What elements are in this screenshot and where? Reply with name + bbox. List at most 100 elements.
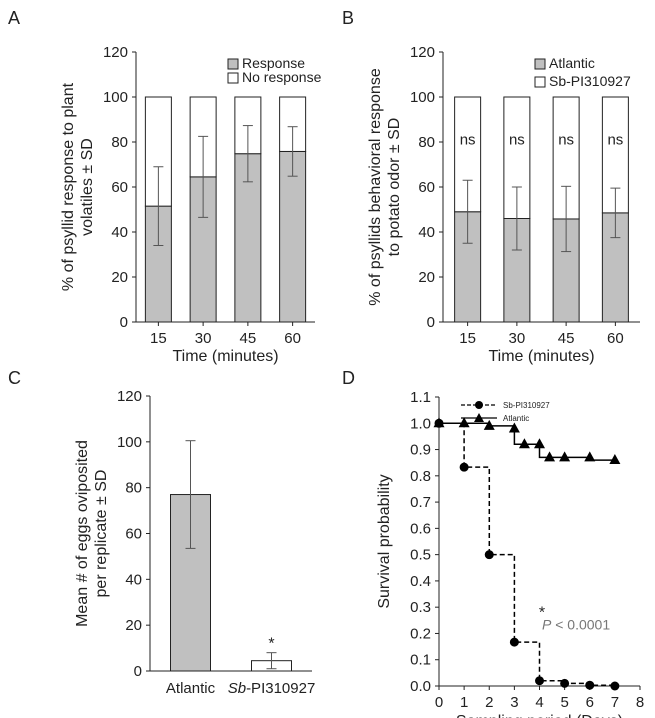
legend-label: No response	[242, 69, 322, 85]
y-tick-label: 60	[418, 179, 435, 196]
y-tick-label: 0.0	[410, 678, 431, 695]
p-value-italic: P	[542, 617, 552, 633]
x-axis-title: Sampling period (Days)	[456, 713, 623, 718]
y-tick-label: 0.4	[410, 573, 431, 590]
bar-no-response	[279, 96, 307, 152]
point-sb-pi310927	[560, 678, 570, 688]
y-tick-label: 120	[117, 388, 142, 405]
y-axis-title: Survival probability	[376, 474, 393, 608]
point-atlantic	[584, 451, 596, 462]
point-atlantic	[544, 451, 556, 462]
x-tick-label: 60	[607, 330, 624, 347]
legend-label: Response	[242, 55, 305, 71]
legend-label: Sb-PI310927	[503, 401, 550, 410]
y-tick-label: 40	[125, 571, 142, 588]
legend-swatch	[227, 58, 239, 70]
y-tick-label: 0.2	[410, 625, 431, 642]
panel-label-d: D	[342, 368, 355, 388]
y-tick-label: 120	[410, 44, 435, 61]
panel-label-b: B	[342, 8, 354, 28]
x-tick-label: 5	[560, 694, 568, 711]
x-tick-label: 15	[150, 330, 167, 347]
y-tick-label: 40	[111, 224, 128, 241]
x-tick-label: 6	[586, 694, 594, 711]
y-tick-label: 40	[418, 224, 435, 241]
y-tick-label: 80	[418, 134, 435, 151]
point-sb-pi310927	[509, 637, 519, 647]
x-tick-label-text: Atlantic	[166, 680, 216, 697]
point-atlantic	[518, 438, 530, 449]
p-value-text: P < 0.0001	[542, 617, 610, 633]
legend-swatch	[534, 76, 546, 88]
ns-annotation: ns	[607, 131, 623, 148]
y-tick-label: 0.6	[410, 520, 431, 537]
y-tick-label: 120	[103, 44, 128, 61]
x-tick-label-italic: Sb	[228, 680, 246, 697]
y-axis-title-line1: % of psyllid response to plant	[60, 82, 77, 291]
point-atlantic	[433, 417, 445, 428]
y-axis-title-line1: % of psyllids behavioral response	[367, 68, 384, 306]
panel-label-a: A	[8, 8, 20, 28]
legend-marker	[475, 401, 483, 409]
y-axis-title-line1: Mean # of eggs oviposited	[74, 440, 91, 627]
point-sb-pi310927	[535, 676, 544, 686]
y-tick-label: 20	[125, 617, 142, 634]
y-tick-label: 20	[418, 269, 435, 286]
chart-d-survival: 0.0 0.1 0.2 0.3 0.4 0.5 0.6 0.7 0.8 0.9 1.0 1.1 0 1 2 3…	[376, 389, 644, 718]
y-tick-label: 60	[125, 526, 142, 543]
x-axis-title: Time (minutes)	[172, 348, 278, 365]
y-tick-label: 20	[111, 269, 128, 286]
ns-annotation: ns	[558, 131, 574, 148]
ns-annotation: ns	[509, 131, 525, 148]
x-axis-title: Time (minutes)	[488, 348, 594, 365]
x-tick-label: 0	[435, 694, 443, 711]
significance-star: *	[539, 605, 545, 622]
significance-star: *	[268, 636, 274, 653]
y-tick-label: 0.3	[410, 599, 431, 616]
legend-label: Sb-PI310927	[549, 73, 631, 89]
y-tick-label: 1.1	[410, 389, 431, 406]
x-tick-label-text: -PI310927	[246, 680, 315, 697]
chart-a-psyllid-response: 0 20 40 60 80 100 120 15 30 45 60 Time (minutes) % o…	[60, 44, 322, 365]
y-tick-label: 0.8	[410, 468, 431, 485]
legend-label: Atlantic	[549, 55, 595, 71]
legend-marker	[474, 413, 484, 422]
y-tick-label: 100	[103, 89, 128, 106]
y-tick-label: 0	[120, 314, 128, 331]
point-atlantic	[609, 454, 621, 465]
point-atlantic	[483, 419, 495, 430]
x-tick-label: 2	[485, 694, 493, 711]
y-tick-label: 0.5	[410, 547, 431, 564]
x-tick-label: 7	[611, 694, 619, 711]
point-sb-pi310927	[610, 681, 620, 691]
y-tick-label: 100	[410, 89, 435, 106]
point-atlantic	[508, 422, 520, 433]
x-tick-label: 45	[240, 330, 257, 347]
y-tick-label: 100	[117, 434, 142, 451]
x-tick-label: Atlantic	[166, 680, 216, 697]
x-tick-label: 3	[510, 694, 518, 711]
bar-response	[279, 150, 307, 323]
y-tick-label: 0.1	[410, 652, 431, 669]
point-atlantic	[534, 438, 545, 449]
point-sb-pi310927	[459, 462, 469, 472]
y-tick-label: 0.7	[410, 494, 431, 511]
y-tick-label: 0.9	[410, 442, 431, 459]
y-axis-title-line2: to potato odor ± SD	[386, 118, 403, 257]
y-tick-label: 0	[134, 663, 142, 680]
step-line-sb-pi310927	[439, 422, 616, 686]
x-tick-label: 4	[535, 694, 543, 711]
p-value-rest: < 0.0001	[551, 617, 610, 633]
x-tick-label: Sb-PI310927	[228, 680, 316, 697]
point-atlantic	[559, 451, 571, 462]
legend-label: Atlantic	[503, 414, 529, 423]
point-sb-pi310927	[585, 680, 595, 690]
y-axis-title-line2: volatiles ± SD	[79, 138, 96, 236]
y-tick-label: 0	[427, 314, 435, 331]
x-tick-label: 45	[558, 330, 575, 347]
y-tick-label: 1.0	[410, 415, 431, 432]
y-tick-label: 60	[111, 179, 128, 196]
chart-b-potato-odor: 0 20 40 60 80 100 120 15 ns 30 ns 45 ns 60 ns Time (min…	[367, 44, 640, 365]
chart-c-eggs-oviposited: 0 20 40 60 80 100 120 Atlantic Sb-PI310927 * Mean …	[74, 388, 315, 697]
